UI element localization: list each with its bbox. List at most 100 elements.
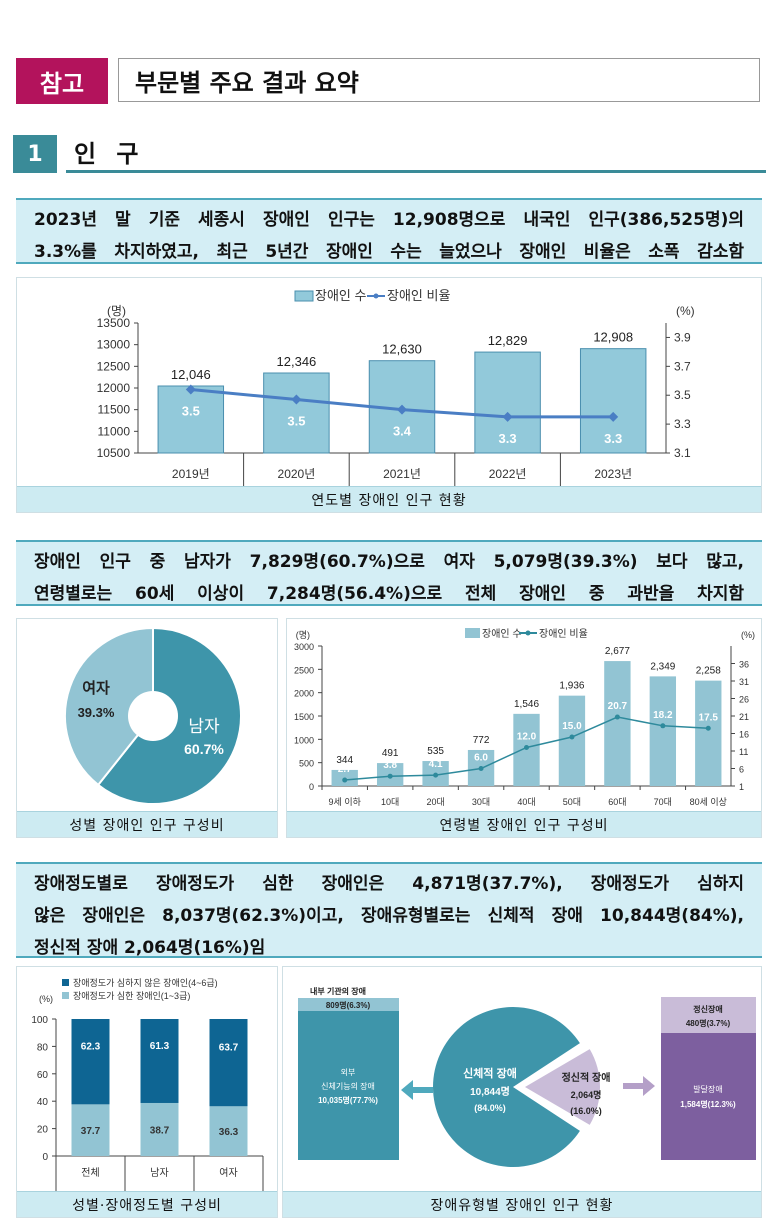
y-tick-label: 40 xyxy=(37,1097,49,1108)
y-tick-label: 1000 xyxy=(294,735,314,745)
ratio-value-label: 12.0 xyxy=(517,732,537,743)
ratio-marker xyxy=(185,384,196,395)
x-tick-label: 10대 xyxy=(381,797,399,807)
bar xyxy=(649,676,677,786)
stacked-bar-segment xyxy=(140,1102,179,1156)
ratio-marker xyxy=(569,734,575,740)
legend-line-marker xyxy=(373,293,379,299)
section-title: 인 구 xyxy=(74,140,145,168)
yearly-chart: 10500 11000 11500 12000 12500 13000 13500 3.1 3.… xyxy=(97,288,695,488)
y-tick-label: 20 xyxy=(37,1125,49,1136)
external-body-box xyxy=(298,1011,399,1160)
y2-tick-label: 21 xyxy=(739,712,749,722)
ratio-value-label: 2.7 xyxy=(338,764,352,775)
box-label: 신체기능의 장애 xyxy=(321,1081,375,1091)
bar-value-label: 12,046 xyxy=(171,367,211,382)
ratio-marker xyxy=(342,777,348,783)
y2-tick-label: 1 xyxy=(739,782,744,792)
pie-hole xyxy=(128,691,178,741)
y2-tick-label: 26 xyxy=(739,695,749,705)
bar-value-label: 12,346 xyxy=(277,354,317,369)
chart-caption: 연도별 장애인 인구 현황 xyxy=(17,486,761,512)
legend-label: 장애인 수 xyxy=(482,628,522,640)
slice-percent-label: (84.0%) xyxy=(474,1103,506,1113)
type-infographic-panel: 내부 기관의 장애 809명(6.3%) 외부 신체기능의 장애 10,035명(77.… xyxy=(282,966,762,1218)
summary-line: 2023년 말 기준 세종시 장애인 인구는 12,908명으로 내국인 인구(… xyxy=(34,210,744,230)
x-tick-label: 30대 xyxy=(472,797,490,807)
bar-value-label: 12,630 xyxy=(382,342,422,357)
summary-line: 연령별로는 60세 이상이 7,284명(56.4%)으로 전체 장애인 중 과… xyxy=(34,584,744,604)
summary-box-1: 2023년 말 기준 세종시 장애인 인구는 12,908명으로 내국인 인구(… xyxy=(16,198,762,264)
box-value: 1,584명(12.3%) xyxy=(680,1099,736,1109)
stacked-bar-segment xyxy=(140,1019,179,1103)
y2-tick-label: 3.9 xyxy=(674,330,691,344)
section-number: 1 xyxy=(13,135,57,173)
pie-slice xyxy=(64,626,154,787)
legend-label: 장애인 비율 xyxy=(387,288,450,303)
y-tick-label: 80 xyxy=(37,1042,49,1053)
segment-value-label: 38.7 xyxy=(150,1125,170,1136)
y-tick-label: 11000 xyxy=(98,424,131,438)
legend-bar-swatch xyxy=(465,628,480,638)
segment-value-label: 36.3 xyxy=(219,1127,239,1138)
x-tick-label: 9세 이하 xyxy=(329,797,362,807)
y2-tick-label: 3.1 xyxy=(674,446,691,460)
legend-swatch xyxy=(62,992,69,999)
arrow-right-icon xyxy=(623,1076,655,1096)
y2-tick-label: 11 xyxy=(739,747,748,757)
segment-value-label: 37.7 xyxy=(81,1126,101,1137)
x-tick-label: 2023년 xyxy=(594,467,632,481)
x-tick-label: 2020년 xyxy=(278,467,316,481)
ratio-value-label: 20.7 xyxy=(608,701,628,712)
severity-stacked-chart: 0 20 40 60 80 100 (%) 37.7 62.3 전체 38.7 61.3 남자 36.3 6… xyxy=(31,978,264,1193)
legend-swatch xyxy=(62,979,69,986)
y-axis-unit: (명) xyxy=(107,304,126,318)
stacked-bar-segment xyxy=(209,1106,248,1156)
page-title: 부문별 주요 결과 요약 xyxy=(118,58,760,102)
gender-pie-panel: 남자 60.7% 여자 39.3% 성별 장애인 인구 구성비 xyxy=(16,618,278,838)
y-tick-label: 2000 xyxy=(294,689,314,699)
ratio-marker xyxy=(433,772,439,778)
ratio-value-label: 15.0 xyxy=(562,721,582,732)
mental-illness-box xyxy=(661,997,756,1033)
ratio-marker xyxy=(397,404,407,415)
ratio-value-label: 4.1 xyxy=(429,759,443,770)
ratio-marker xyxy=(614,714,620,720)
x-tick-label: 40대 xyxy=(517,797,535,807)
legend-label: 장애정도가 심하지 않은 장애인(4~6급) xyxy=(73,978,218,988)
summary-line: 장애정도별로 장애정도가 심한 장애인은 4,871명(37.7%), 장애정도… xyxy=(34,874,744,894)
bar-value-label: 535 xyxy=(427,746,444,757)
ratio-value-label: 3.3 xyxy=(604,431,622,446)
slice-value-label: 60.7% xyxy=(184,741,224,757)
legend-bar-swatch xyxy=(294,290,314,302)
ratio-value-label: 3.4 xyxy=(393,424,412,439)
x-tick-label: 80세 이상 xyxy=(690,797,727,807)
legend-label: 장애정도가 심한 장애인(1~3급) xyxy=(73,991,190,1001)
y-tick-label: 13000 xyxy=(97,338,131,352)
x-tick-label: 60대 xyxy=(608,797,626,807)
box-label: 내부 기관의 장애 xyxy=(310,986,366,996)
chart-caption: 연령별 장애인 인구 구성비 xyxy=(287,811,761,837)
bar-value-label: 344 xyxy=(336,755,353,766)
bar xyxy=(558,695,586,786)
reference-badge: 참고 xyxy=(16,58,108,104)
slice-name-label: 정신적 장애 xyxy=(562,1071,611,1084)
x-tick-label: 70대 xyxy=(654,797,672,807)
summary-box-3: 장애정도별로 장애정도가 심한 장애인은 4,871명(37.7%), 장애정도… xyxy=(16,862,762,958)
ratio-value-label: 18.2 xyxy=(653,710,673,721)
summary-line: 않은 장애인은 8,037명(62.3%)이고, 장애유형별로는 신체적 장애 … xyxy=(34,906,744,926)
bar-value-label: 2,349 xyxy=(650,661,675,672)
y2-axis-unit: (%) xyxy=(676,304,695,318)
y-axis-unit: (명) xyxy=(296,630,310,640)
slice-name-label: 신체적 장애 xyxy=(463,1066,517,1080)
bar xyxy=(695,680,722,786)
box-label: 외부 xyxy=(341,1067,356,1077)
slice-value-label: 39.3% xyxy=(78,705,115,720)
bar-value-label: 491 xyxy=(382,748,399,759)
ratio-marker xyxy=(608,411,619,422)
y-tick-label: 60 xyxy=(37,1070,49,1081)
x-tick-label: 2022년 xyxy=(489,467,527,481)
ratio-marker xyxy=(502,411,513,422)
y2-tick-label: 3.3 xyxy=(674,417,691,431)
